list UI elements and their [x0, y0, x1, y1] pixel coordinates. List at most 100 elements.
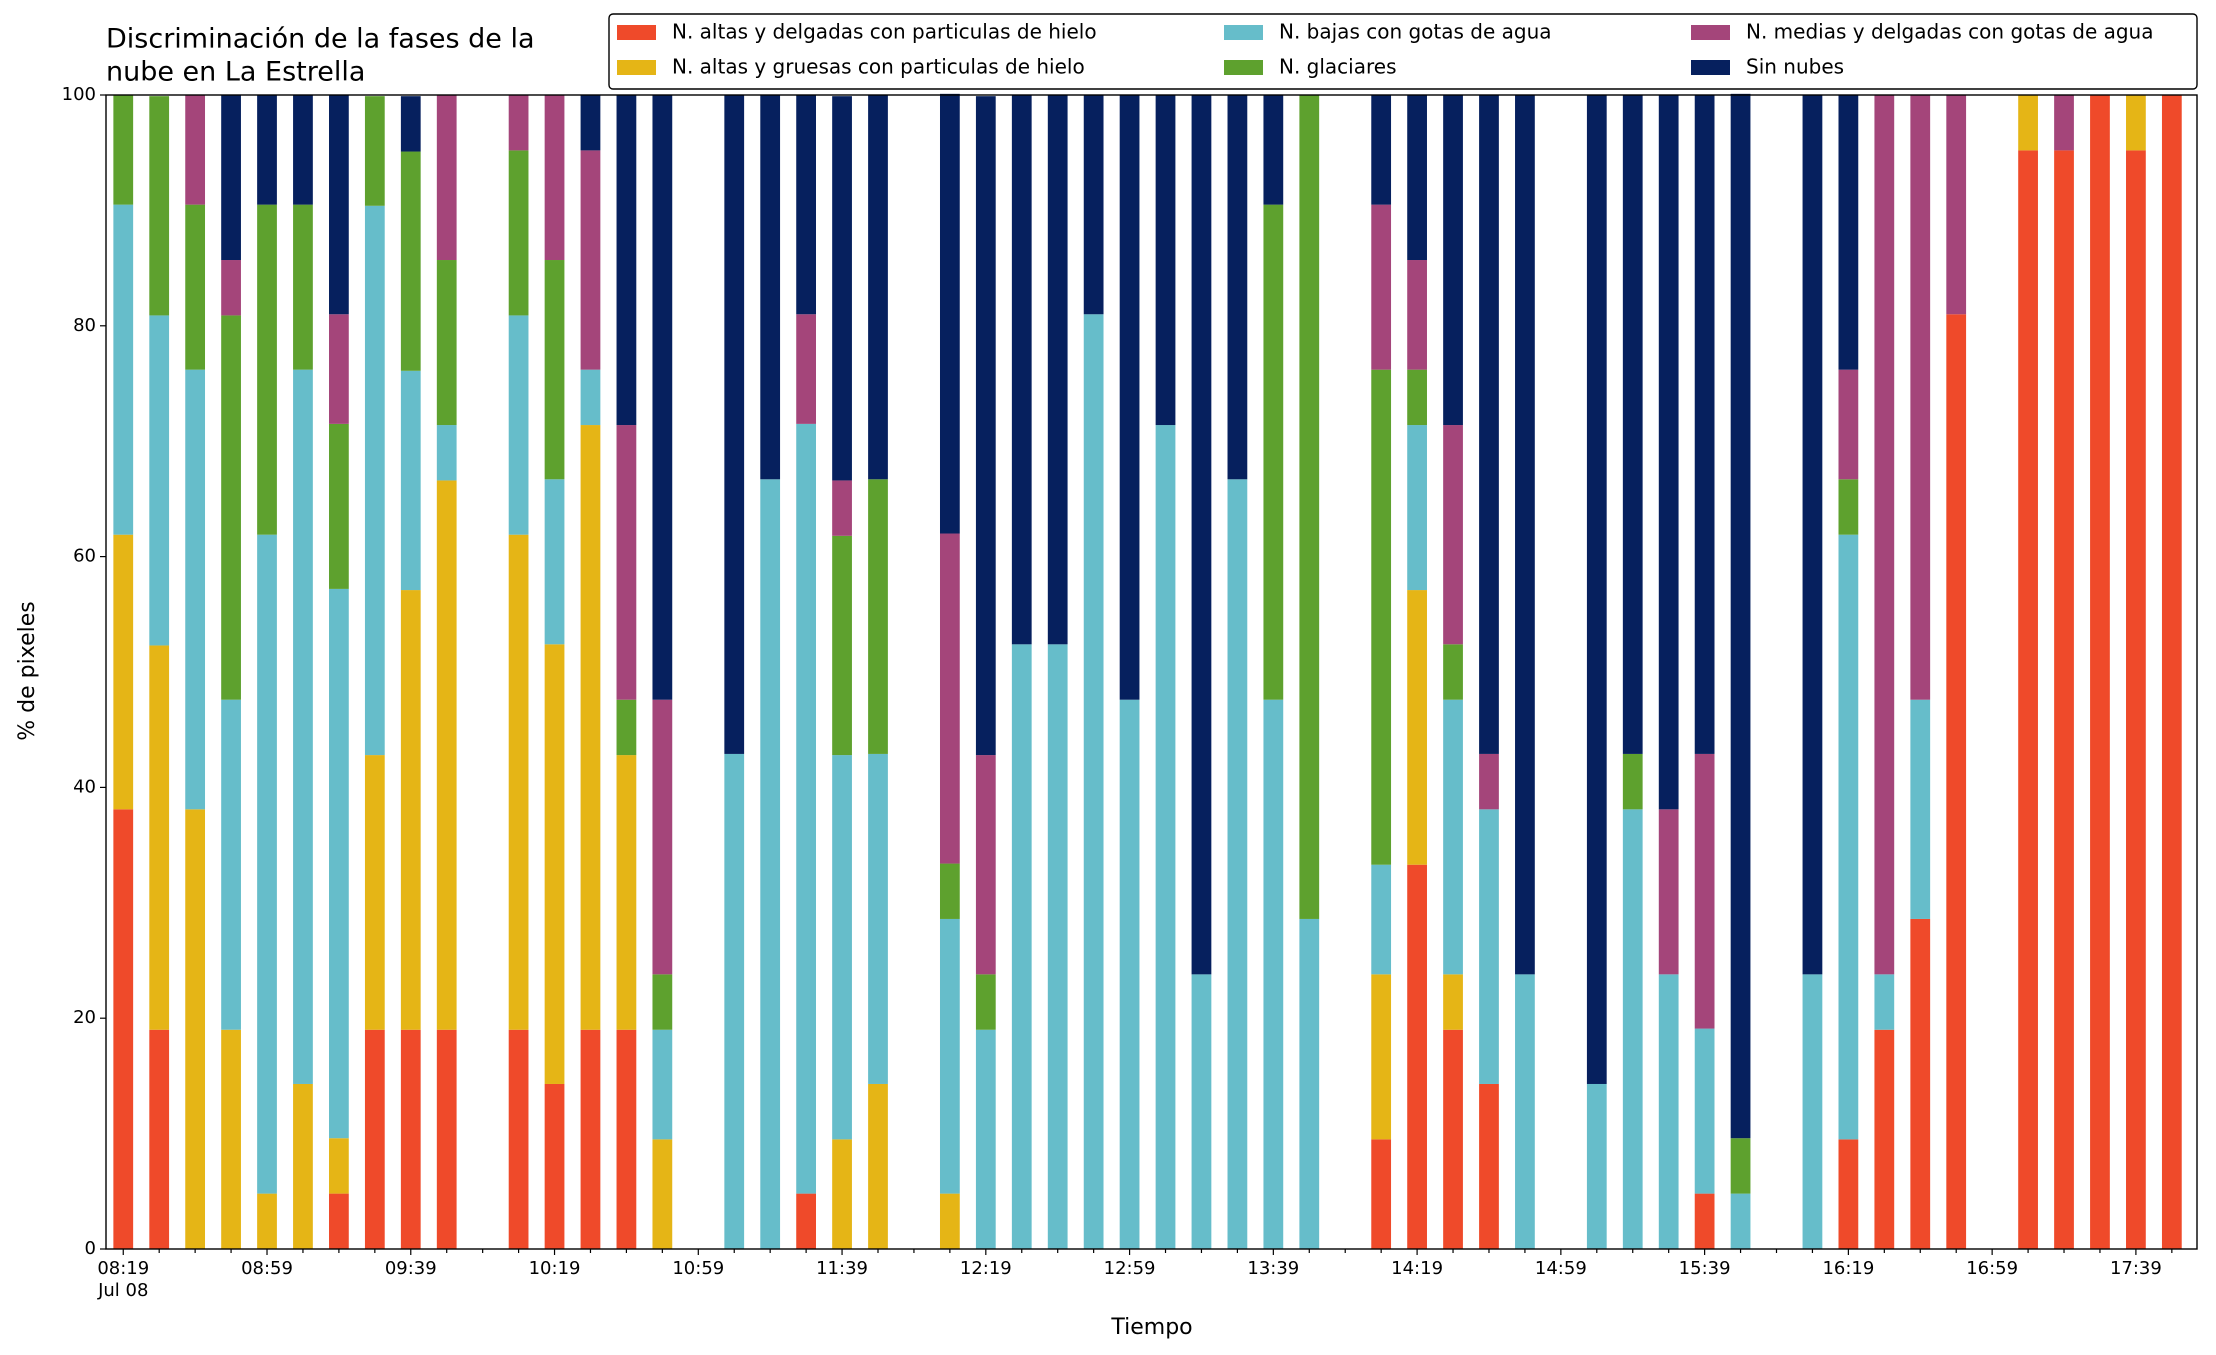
bar-segment	[1910, 699, 1931, 919]
bar-segment	[1407, 864, 1427, 1249]
bar-segment	[1730, 93, 1751, 1139]
bar-segment	[1586, 95, 1607, 1084]
bar-segment	[1263, 699, 1284, 1249]
bar-segment	[652, 1029, 673, 1140]
bar-segment	[1407, 95, 1427, 261]
bar-segment	[436, 480, 457, 1030]
bar-segment	[868, 95, 888, 480]
x-tick-label: 15:39	[1679, 1258, 1731, 1279]
x-tick-label: 11:39	[816, 1258, 868, 1279]
bar-segment	[1694, 1193, 1715, 1249]
bar-segment	[1443, 95, 1463, 426]
bar-segment	[868, 753, 888, 1084]
bar-segment	[1946, 314, 1967, 1249]
bar-segment	[975, 96, 996, 756]
bar-segment	[1694, 753, 1715, 1029]
x-tick-label: 10:59	[672, 1258, 724, 1279]
bar-segment	[436, 1029, 457, 1249]
bar-segment	[257, 204, 277, 535]
bar-segment	[113, 534, 134, 810]
bar-segment	[2126, 150, 2146, 1250]
bar-segment	[1479, 1083, 1499, 1249]
bar-segment	[1227, 95, 1248, 480]
bar-segment	[364, 755, 385, 1030]
chart-title: nube en La Estrella	[106, 57, 365, 88]
bar-segment	[1802, 95, 1823, 975]
bar-segment	[796, 1193, 816, 1249]
bar-segment	[400, 96, 421, 152]
x-tick-label: 12:59	[1104, 1258, 1156, 1279]
legend-swatch	[617, 60, 656, 75]
bar-segment	[1155, 95, 1176, 426]
bar-segment	[616, 1029, 637, 1249]
bar-segment	[652, 95, 673, 700]
y-tick-label: 20	[73, 1007, 96, 1028]
x-tick-label: 08:19	[97, 1258, 149, 1279]
bar-segment	[1694, 1028, 1715, 1194]
chart-title: Discriminación de la fases de la	[106, 24, 535, 55]
plot-frame	[105, 94, 2198, 1250]
x-tick-label: 12:19	[960, 1258, 1012, 1279]
legend-swatch	[1691, 25, 1730, 40]
bar-segment	[329, 1193, 349, 1249]
bar-segment	[939, 93, 960, 534]
y-tick-label: 40	[73, 776, 96, 797]
bar-segment	[113, 95, 134, 205]
bar-segment	[1730, 1138, 1751, 1194]
bar-segment	[436, 425, 457, 481]
bar-segment	[1838, 1139, 1859, 1249]
bar-segment	[939, 1193, 960, 1249]
y-axis-label: % de pixeles	[15, 601, 40, 740]
bar-segment	[544, 479, 565, 645]
bar-segment	[724, 753, 745, 1249]
bar-segment	[508, 95, 529, 151]
bar-segment	[832, 535, 852, 756]
bar-segment	[1910, 95, 1931, 700]
bar-segment	[257, 1193, 277, 1249]
bar-segment	[1443, 974, 1463, 1030]
x-tick-label: 16:59	[1966, 1258, 2018, 1279]
bar-segment	[544, 644, 565, 1084]
bar-segment	[580, 150, 601, 370]
bar-segment	[760, 95, 781, 480]
bar-segment	[1479, 95, 1499, 754]
bar-segment	[1083, 314, 1104, 1249]
bar-segment	[832, 96, 852, 481]
bar-segment	[1371, 864, 1392, 975]
bar-segment	[221, 260, 241, 316]
bar-segment	[1299, 918, 1320, 1249]
bar-segment	[508, 534, 529, 1030]
bar-segment	[1155, 425, 1176, 1249]
bar-segment	[293, 1083, 313, 1249]
bar-segment	[832, 1139, 852, 1249]
bar-segment	[1191, 974, 1212, 1249]
bar-segment	[508, 150, 529, 316]
bar-segment	[1443, 644, 1463, 700]
bar-segment	[1802, 974, 1823, 1249]
bar-segment	[544, 1083, 565, 1249]
bar-segment	[1047, 644, 1068, 1249]
bar-segment	[329, 95, 349, 315]
x-tick-label: 09:39	[385, 1258, 437, 1279]
bar-segment	[2054, 150, 2074, 1250]
bar-segment	[1658, 95, 1679, 810]
x-tick-label: 14:19	[1391, 1258, 1443, 1279]
bar-segment	[939, 918, 960, 1194]
legend-box	[608, 13, 2198, 90]
bar-segment	[149, 1029, 170, 1249]
bar-segment	[400, 370, 421, 591]
bar-segment	[1371, 369, 1392, 865]
bar-segment	[1874, 95, 1895, 975]
bar-segment	[1407, 590, 1427, 865]
y-tick-label: 100	[62, 84, 96, 105]
bar-segment	[1622, 809, 1643, 1249]
bar-segment	[1838, 95, 1859, 370]
bar-segment	[1371, 95, 1392, 205]
bar-segment	[1730, 1193, 1751, 1249]
bar-segment	[796, 314, 816, 424]
bar-segment	[796, 423, 816, 1194]
bar-segment	[1443, 1029, 1463, 1249]
bar-segment	[329, 588, 349, 1139]
bar-segment	[652, 1139, 673, 1249]
legend: N. altas y delgadas con particulas de hi…	[608, 13, 2198, 90]
